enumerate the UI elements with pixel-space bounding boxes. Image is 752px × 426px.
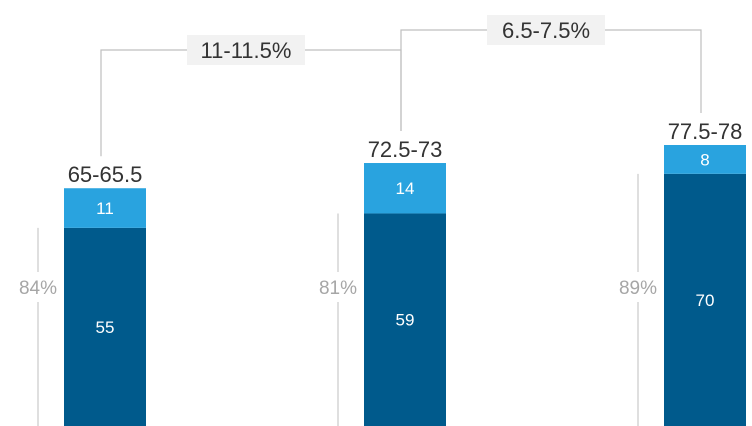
total-label: 77.5-78: [668, 119, 743, 144]
segment-value-label: 8: [700, 150, 709, 169]
growth-label-box: [187, 35, 305, 65]
segment-value-label: 11: [96, 199, 114, 218]
growth-brackets: [100, 15, 702, 157]
share-label-bg: [312, 272, 364, 302]
bar-segment: [664, 145, 746, 174]
bars: [64, 145, 746, 426]
share-label-bg: [12, 272, 64, 302]
growth-label: 11-11.5%: [201, 38, 292, 63]
share-label: 84%: [19, 278, 57, 299]
bar-segment: [664, 173, 746, 426]
growth-label: 6.5-7.5%: [502, 18, 590, 43]
total-label: 65-65.5: [68, 162, 143, 187]
segment-value-label: 14: [396, 179, 415, 198]
share-lines: [12, 173, 664, 426]
share-label: 89%: [619, 278, 657, 299]
total-label: 72.5-73: [368, 137, 443, 162]
share-label: 81%: [319, 278, 357, 299]
bar-segment: [364, 163, 446, 214]
segment-value-label: 55: [96, 318, 115, 337]
bar-segment: [64, 188, 146, 228]
bar-segment: [64, 227, 146, 426]
growth-bracket: [400, 29, 702, 132]
bar-segment: [364, 213, 446, 426]
segment-value-label: 59: [396, 311, 415, 330]
labels: 55 11 65-65.5 84% 59 14 72.5-73 81% 70 8 77.5-78 89…: [19, 18, 742, 337]
share-label-bg: [612, 272, 664, 302]
growth-bracket: [100, 49, 402, 157]
growth-label-box: [487, 15, 605, 45]
segment-value-label: 70: [696, 291, 715, 310]
